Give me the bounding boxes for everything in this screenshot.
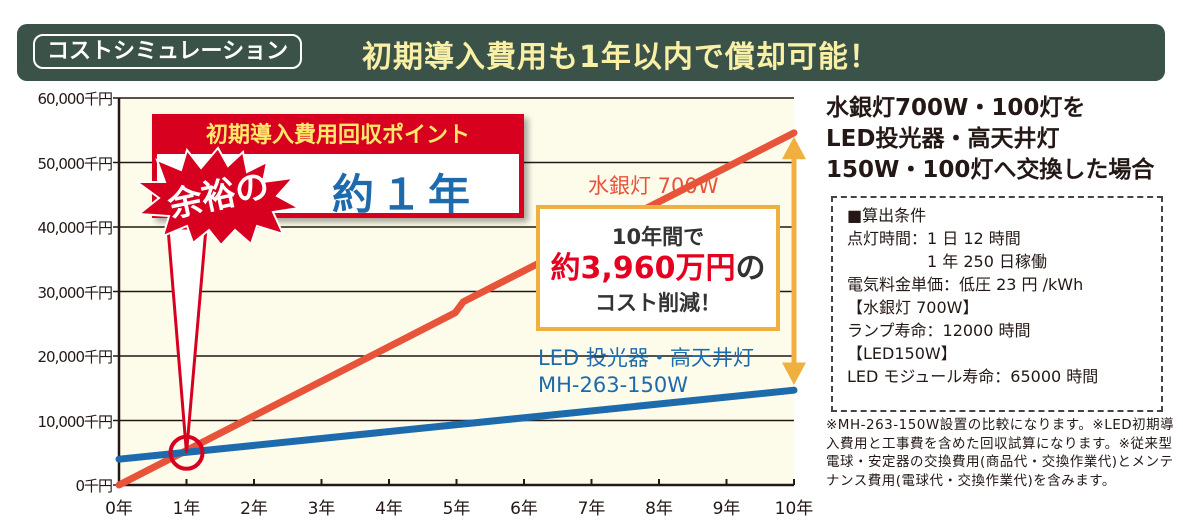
- y-tick-label: 10,000千円: [37, 412, 114, 431]
- x-tick-label: 7年: [577, 499, 606, 519]
- condition-line: ランプ寿命：12000 時間: [847, 321, 1031, 340]
- y-tick-label: 30,000千円: [37, 283, 114, 302]
- section-tag: コストシミュレーション: [33, 34, 303, 69]
- page-title: 初期導入費用も1年以内で償却可能！: [362, 40, 880, 75]
- savings-amount: 約3,960万円: [550, 251, 736, 286]
- condition-line: 点灯時間：1 日 12 時間: [847, 229, 1021, 248]
- payback-circle: [168, 434, 205, 471]
- led-label-line2: MH-263-150W: [538, 373, 688, 397]
- x-tick-label: 10年: [774, 499, 814, 519]
- condition-line: 電気料金単価：低圧 23 円 /kWh: [847, 275, 1084, 294]
- savings-amount-line: 約3,960万円の: [540, 251, 776, 287]
- condition-line: 【水銀灯 700W】: [847, 298, 979, 317]
- comparison-title-line: 150W・100灯へ交換した場合: [826, 157, 1155, 183]
- y-tick-label: 0千円: [75, 477, 113, 495]
- x-tick-label: 9年: [712, 499, 741, 519]
- starburst-badge: 余裕の: [133, 146, 303, 246]
- conditions-box: ■算出条件 点灯時間：1 日 12 時間 1 年 250 日稼働 電気料金単価：…: [831, 196, 1163, 412]
- y-tick-label: 60,000千円: [37, 90, 114, 108]
- x-tick-label: 4年: [375, 499, 403, 519]
- x-tick-label: 0年: [105, 499, 133, 519]
- header-bar: コストシミュレーション 初期導入費用も1年以内で償却可能！: [17, 24, 1165, 81]
- footnotes: ※MH-263-150W設置の比較になります。※LED初期導入費用と工事費を含め…: [826, 417, 1175, 489]
- comparison-title-line: 水銀灯700W・100灯を: [826, 95, 1086, 121]
- y-tick-label: 40,000千円: [37, 219, 114, 237]
- savings-suffix: の: [735, 251, 766, 286]
- x-tick-label: 5年: [442, 499, 471, 519]
- arrow-head-up: [782, 136, 806, 160]
- comparison-title: 水銀灯700W・100灯を LED投光器・高天井灯 150W・100灯へ交換した…: [826, 93, 1154, 186]
- series-label-mercury: 水銀灯 700W: [588, 174, 719, 198]
- y-tick-label: 50,000千円: [37, 154, 114, 173]
- condition-line: LED モジュール寿命：65000 時間: [847, 367, 1099, 386]
- y-tick-label: 20,000千円: [37, 348, 114, 366]
- x-tick-label: 8年: [645, 499, 673, 519]
- condition-line: 1 年 250 日稼働: [847, 252, 1047, 271]
- condition-line: ■算出条件: [847, 206, 927, 225]
- savings-box: 10年間で 約3,960万円の コスト削減！: [536, 205, 780, 331]
- series-label-led: LED 投光器・高天井灯 MH-263-150W: [538, 345, 754, 399]
- savings-line3: コスト削減！: [595, 291, 721, 315]
- series-line-led: [115, 386, 798, 463]
- x-tick-label: 3年: [307, 499, 336, 519]
- x-tick-label: 2年: [240, 499, 268, 519]
- led-label-line1: LED 投光器・高天井灯: [538, 346, 754, 370]
- comparison-title-line: LED投光器・高天井灯: [826, 126, 1060, 152]
- x-tick-label: 1年: [172, 499, 201, 519]
- arrow-head-down: [782, 362, 806, 386]
- callout-value: 約１年: [332, 170, 477, 219]
- condition-line: 【LED150W】: [847, 344, 957, 363]
- savings-line1: 10年間で: [611, 225, 705, 249]
- x-tick-label: 6年: [510, 499, 538, 519]
